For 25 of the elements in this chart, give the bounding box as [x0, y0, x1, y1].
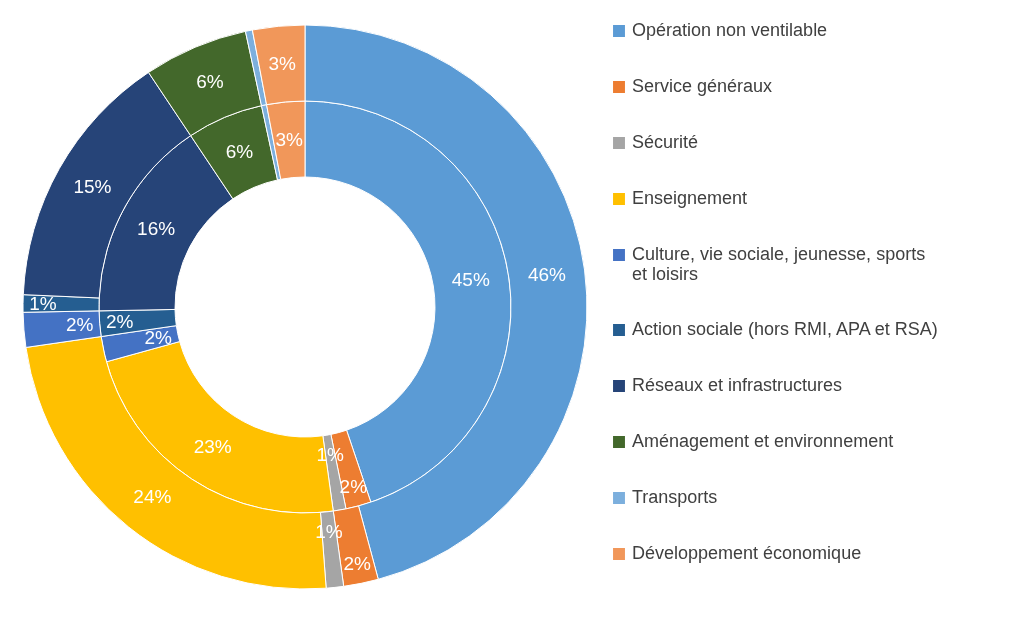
data-label: 1%: [29, 292, 57, 314]
legend-label: Aménagement et environnement: [632, 431, 894, 451]
data-label: 6%: [196, 71, 224, 93]
data-label: 3%: [275, 128, 304, 150]
data-label: 23%: [193, 436, 232, 458]
legend-label: Développement économique: [632, 543, 862, 563]
legend-label: Opération non ventilable: [632, 20, 828, 40]
legend-label: Sécurité: [632, 132, 699, 152]
data-label: 15%: [73, 176, 112, 198]
legend-label: Transports: [632, 487, 718, 507]
legend-label: Culture, vie sociale, jeunesse, sports et loisirs: [632, 244, 926, 284]
legend-label: Réseaux et infrastructures: [632, 375, 843, 395]
data-label: 2%: [105, 311, 134, 333]
data-label: 45%: [451, 268, 490, 290]
data-label: 2%: [144, 326, 173, 348]
data-label: 16%: [137, 218, 176, 240]
legend-label: Service généraux: [632, 76, 773, 96]
data-label: 2%: [66, 314, 94, 336]
data-label: 6%: [225, 141, 254, 163]
data-label: 2%: [343, 552, 371, 574]
data-label: 3%: [268, 53, 296, 75]
data-label: 24%: [133, 486, 172, 508]
data-label: 46%: [527, 264, 567, 286]
legend-label: Enseignement: [632, 188, 748, 208]
legend-label: Action sociale (hors RMI, APA et RSA): [632, 319, 938, 339]
